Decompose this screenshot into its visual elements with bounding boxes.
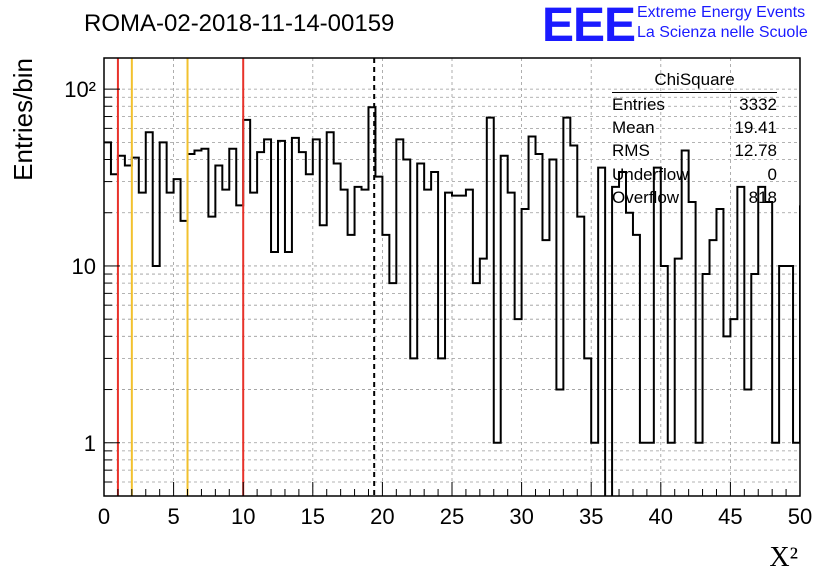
x-tick-label: 10 (231, 504, 255, 529)
x-tick-label: 15 (301, 504, 325, 529)
x-axis-title: X² (769, 542, 798, 572)
x-tick-label: 0 (98, 504, 110, 529)
stats-row-underflow: Underflow 0 (612, 163, 777, 186)
logo-subtitle-2: La Scienza nelle Scuole (637, 24, 808, 41)
x-tick-label: 5 (167, 504, 179, 529)
stats-row-entries: Entries 3332 (612, 93, 777, 116)
y-tick-label: 1 (84, 431, 96, 456)
stats-value: 818 (748, 187, 777, 207)
y-tick-label: 10² (64, 77, 96, 102)
stats-value: 19.41 (734, 118, 777, 138)
x-tick-label: 30 (509, 504, 533, 529)
stats-row-rms: RMS 12.78 (612, 139, 777, 162)
stats-label: Mean (612, 118, 655, 138)
stats-box: ChiSquare Entries 3332 Mean 19.41 RMS 12… (612, 70, 777, 209)
x-tick-label: 35 (579, 504, 603, 529)
y-axis-title: Entries/bin (8, 58, 38, 181)
stats-row-overflow: Overflow 818 (612, 186, 777, 209)
logo-subtitle-1: Extreme Energy Events (637, 4, 806, 21)
stats-value: 3332 (739, 95, 777, 114)
x-tick-label: 20 (370, 504, 394, 529)
stats-value: 12.78 (734, 141, 777, 161)
stats-value: 0 (767, 164, 777, 184)
y-tick-label: 10 (72, 254, 96, 279)
stats-label: Overflow (612, 187, 680, 207)
histogram-series (104, 106, 800, 496)
stats-label: Entries (612, 95, 665, 114)
run-title: ROMA-02-2018-11-14-00159 (84, 10, 395, 37)
x-tick-label: 45 (718, 504, 742, 529)
x-tick-label: 50 (788, 504, 812, 529)
x-tick-label: 25 (440, 504, 464, 529)
x-tick-label: 40 (649, 504, 673, 529)
eee-logo: EEE (542, 0, 636, 52)
stats-title: ChiSquare (612, 70, 777, 93)
stats-row-mean: Mean 19.41 (612, 116, 777, 139)
stats-label: Underflow (612, 164, 689, 184)
stats-label: RMS (612, 141, 650, 161)
